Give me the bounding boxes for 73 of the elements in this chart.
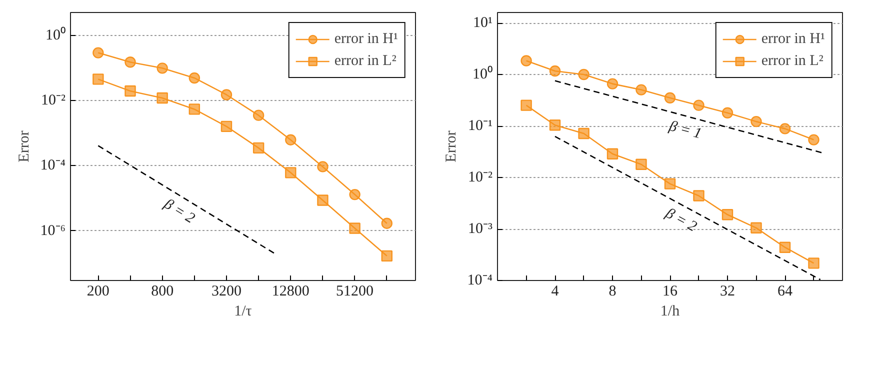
x-tick-label: 12800 — [272, 284, 310, 300]
point — [664, 92, 676, 104]
point — [317, 161, 328, 172]
point — [808, 134, 820, 146]
y-tick-label: 10⁰ — [46, 26, 66, 44]
x-tick-label: 32 — [720, 284, 735, 300]
point — [285, 134, 296, 146]
point — [750, 116, 762, 128]
point — [578, 68, 590, 80]
y-tick-label: 10⁻⁴ — [467, 272, 493, 288]
x-tick-label: 8 — [608, 284, 616, 300]
point — [779, 123, 791, 134]
point — [606, 148, 618, 160]
point — [549, 120, 561, 131]
point — [349, 188, 360, 200]
y-tick-label: 10⁻² — [468, 170, 494, 186]
point — [220, 89, 232, 100]
x-axis-title: 1/τ — [234, 304, 252, 320]
point — [124, 85, 136, 97]
y-tick-label: 10¹ — [473, 15, 493, 32]
point — [381, 250, 392, 262]
x-tick-label: 200 — [86, 284, 110, 300]
x-tick-label: 51200 — [336, 284, 374, 300]
point — [156, 92, 168, 104]
point — [578, 128, 590, 140]
point — [381, 218, 392, 229]
point — [722, 209, 734, 220]
point — [220, 120, 232, 132]
point — [188, 104, 200, 115]
point — [808, 258, 820, 269]
point — [156, 62, 168, 74]
legend-label: error in L² — [334, 52, 396, 70]
y-tick-label: 10⁻⁴ — [40, 158, 66, 174]
legend-label: error in H¹ — [334, 30, 398, 48]
x-tick-label: 800 — [151, 284, 174, 300]
x-tick-label: 64 — [778, 284, 793, 300]
point — [636, 158, 647, 170]
point — [606, 78, 618, 90]
y-tick-label: 10⁻⁶ — [40, 222, 66, 239]
point — [693, 100, 704, 111]
point — [317, 194, 328, 206]
point — [693, 190, 704, 202]
y-axis-title: Error — [443, 130, 460, 162]
y-tick-label: 10⁰ — [472, 66, 492, 83]
text: β = 2 — [662, 205, 700, 236]
point — [188, 72, 200, 84]
point — [285, 167, 296, 178]
point — [92, 47, 104, 58]
point — [636, 84, 647, 96]
point — [750, 222, 762, 234]
y-tick-label: 10⁻² — [41, 92, 66, 108]
point — [664, 178, 676, 190]
point — [252, 142, 264, 154]
point — [779, 242, 791, 253]
y-tick-label: 10⁻¹ — [468, 118, 493, 134]
point — [549, 65, 561, 77]
text: β = 1 — [666, 118, 704, 142]
point — [520, 55, 532, 66]
point — [520, 100, 532, 111]
y-axis-title: Error — [16, 130, 32, 162]
legend-label: error in H¹ — [761, 30, 825, 48]
y-tick-label: 10⁻³ — [468, 221, 494, 237]
x-axis-title: 1/h — [660, 304, 680, 320]
point — [349, 222, 360, 234]
point — [252, 110, 264, 121]
text: β = 2 — [160, 196, 198, 228]
legend-label: error in L² — [761, 52, 824, 70]
point — [722, 107, 734, 118]
point — [124, 56, 136, 68]
point — [92, 74, 104, 85]
x-tick-label: 16 — [662, 284, 678, 300]
x-tick-label: 3200 — [211, 284, 242, 300]
x-tick-label: 4 — [551, 284, 560, 300]
